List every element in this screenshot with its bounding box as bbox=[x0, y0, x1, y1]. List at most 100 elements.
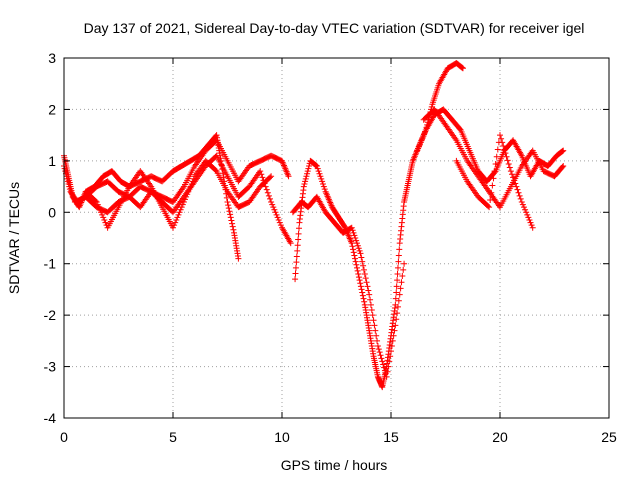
data-point bbox=[173, 217, 180, 223]
data-point bbox=[172, 219, 179, 226]
data-point bbox=[174, 214, 181, 221]
data-point bbox=[277, 222, 284, 229]
data-point bbox=[258, 171, 265, 178]
data-point bbox=[313, 162, 320, 169]
data-point bbox=[267, 174, 274, 181]
data-point bbox=[190, 175, 197, 182]
data-point bbox=[300, 183, 307, 190]
data-point bbox=[458, 64, 465, 71]
data-point bbox=[381, 367, 388, 374]
data-point bbox=[459, 64, 466, 71]
data-point bbox=[366, 291, 373, 298]
data-point bbox=[184, 191, 191, 198]
data-point bbox=[295, 236, 302, 243]
data-point bbox=[362, 275, 369, 282]
data-point bbox=[181, 196, 188, 203]
y-tick-label: -2 bbox=[44, 307, 57, 323]
chart-title: Day 137 of 2021, Sidereal Day-to-day VTE… bbox=[84, 20, 585, 36]
data-point bbox=[354, 267, 361, 274]
data-point bbox=[350, 246, 357, 253]
data-point bbox=[270, 204, 277, 211]
grid-lines bbox=[64, 58, 609, 418]
data-point bbox=[511, 177, 518, 184]
data-point bbox=[235, 255, 242, 262]
data-point bbox=[510, 174, 517, 181]
data-point bbox=[372, 327, 379, 334]
data-point bbox=[223, 194, 230, 201]
data-point bbox=[380, 361, 387, 368]
data-point bbox=[517, 195, 524, 202]
data-point bbox=[361, 271, 368, 277]
data-point bbox=[305, 165, 312, 172]
data-point bbox=[523, 209, 530, 216]
data-point bbox=[394, 264, 401, 271]
data-point bbox=[520, 204, 527, 211]
data-point bbox=[268, 173, 275, 180]
data-point bbox=[96, 206, 103, 213]
data-point bbox=[268, 199, 275, 205]
data-point bbox=[394, 271, 401, 277]
x-axis-ticks: 0 5 10 15 20 25 bbox=[60, 58, 617, 445]
data-point bbox=[368, 307, 375, 313]
data-point bbox=[271, 206, 278, 213]
data-point bbox=[350, 229, 357, 236]
data-point bbox=[264, 189, 271, 196]
data-point bbox=[294, 242, 301, 249]
data-point bbox=[316, 170, 323, 177]
data-point bbox=[360, 262, 367, 269]
data-point bbox=[360, 295, 367, 302]
data-point bbox=[230, 226, 237, 233]
data-point bbox=[353, 261, 360, 268]
y-tick-label: -1 bbox=[44, 256, 57, 272]
y-tick-label: 0 bbox=[48, 204, 56, 220]
data-point bbox=[391, 327, 398, 334]
data-point bbox=[488, 189, 495, 196]
data-point bbox=[522, 206, 529, 213]
data-point bbox=[379, 358, 386, 365]
x-tick-label: 10 bbox=[274, 429, 290, 445]
data-point bbox=[389, 337, 396, 344]
data-point bbox=[385, 363, 392, 370]
data-point bbox=[341, 223, 348, 230]
x-tick-label: 0 bbox=[60, 429, 68, 445]
data-point bbox=[497, 132, 503, 139]
data-point bbox=[348, 224, 355, 231]
data-point bbox=[494, 146, 501, 153]
plot-frame bbox=[63, 57, 610, 419]
data-point bbox=[320, 183, 327, 190]
data-point bbox=[394, 277, 401, 284]
data-point bbox=[351, 252, 358, 259]
data-point bbox=[267, 195, 274, 202]
data-point bbox=[352, 235, 359, 241]
data-point bbox=[392, 295, 399, 302]
data-point bbox=[376, 349, 383, 356]
data-point bbox=[353, 237, 360, 244]
data-point bbox=[229, 223, 236, 230]
data-point bbox=[263, 186, 270, 193]
data-point bbox=[351, 232, 358, 239]
data-point bbox=[501, 146, 508, 153]
data-point bbox=[61, 165, 68, 172]
data-point bbox=[503, 153, 510, 160]
data-point bbox=[369, 312, 376, 319]
data-point bbox=[355, 271, 362, 277]
data-point bbox=[518, 199, 525, 205]
data-point bbox=[65, 181, 72, 187]
data-point bbox=[528, 222, 535, 229]
data-point bbox=[428, 103, 435, 110]
data-point bbox=[360, 266, 367, 273]
data-point bbox=[92, 197, 99, 204]
data-point bbox=[367, 301, 374, 308]
data-point bbox=[506, 164, 513, 171]
data-point bbox=[560, 163, 567, 169]
data-point bbox=[292, 270, 299, 277]
data-point bbox=[188, 181, 195, 187]
data-point bbox=[388, 348, 394, 355]
data-point bbox=[293, 259, 300, 266]
data-point bbox=[186, 186, 193, 193]
data-point bbox=[285, 173, 292, 180]
data-point bbox=[66, 183, 73, 190]
data-point bbox=[315, 168, 322, 175]
y-axis-ticks: -4 -3 -2 -1 0 1 2 3 bbox=[44, 50, 609, 426]
data-point bbox=[292, 276, 299, 283]
